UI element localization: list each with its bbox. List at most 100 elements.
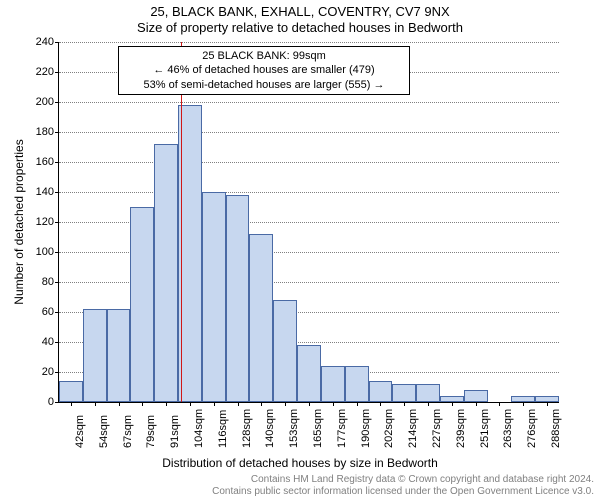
- x-tick-label: 239sqm: [455, 409, 467, 448]
- y-tick-label: 0: [14, 396, 54, 408]
- x-tick-mark: [499, 402, 500, 406]
- x-tick-mark: [404, 402, 405, 406]
- x-tick-mark: [380, 402, 381, 406]
- annotation-line2: ← 46% of detached houses are smaller (47…: [125, 63, 403, 77]
- y-tick-mark: [55, 72, 59, 73]
- chart-title: 25, BLACK BANK, EXHALL, COVENTRY, CV7 9N…: [0, 4, 600, 20]
- x-tick-label: 104sqm: [193, 409, 205, 448]
- x-tick-label: 42sqm: [74, 415, 86, 448]
- x-tick-mark: [95, 402, 96, 406]
- y-tick-label: 120: [14, 216, 54, 228]
- annotation-box: 25 BLACK BANK: 99sqm ← 46% of detached h…: [118, 46, 410, 95]
- x-axis-label: Distribution of detached houses by size …: [0, 456, 600, 470]
- x-tick-label: 263sqm: [502, 409, 514, 448]
- marker-line: [181, 42, 182, 402]
- x-tick-label: 116sqm: [217, 410, 229, 448]
- x-tick-label: 276sqm: [526, 409, 538, 448]
- y-tick-mark: [55, 162, 59, 163]
- x-tick-label: 140sqm: [264, 409, 276, 448]
- x-tick-mark: [523, 402, 524, 406]
- y-tick-mark: [55, 222, 59, 223]
- x-tick-mark: [261, 402, 262, 406]
- histogram-bar: [83, 309, 107, 402]
- gridline: [59, 102, 559, 103]
- annotation-line3: 53% of semi-detached houses are larger (…: [125, 78, 403, 92]
- x-tick-mark: [285, 402, 286, 406]
- x-tick-mark: [428, 402, 429, 406]
- y-tick-label: 220: [14, 66, 54, 78]
- y-tick-mark: [55, 132, 59, 133]
- x-tick-mark: [357, 402, 358, 406]
- histogram-bar: [297, 345, 321, 402]
- y-tick-label: 100: [14, 246, 54, 258]
- license-line1: Contains HM Land Registry data © Crown c…: [4, 474, 594, 486]
- histogram-bar: [345, 366, 369, 402]
- x-tick-mark: [214, 402, 215, 406]
- x-tick-label: 128sqm: [241, 409, 253, 448]
- x-tick-mark: [71, 402, 72, 406]
- y-tick-label: 60: [14, 306, 54, 318]
- chart-container: 25, BLACK BANK, EXHALL, COVENTRY, CV7 9N…: [0, 0, 600, 500]
- x-tick-label: 67sqm: [122, 415, 134, 448]
- x-tick-mark: [309, 402, 310, 406]
- histogram-bar: [273, 300, 297, 402]
- x-tick-label: 79sqm: [145, 415, 157, 448]
- x-tick-mark: [142, 402, 143, 406]
- y-tick-label: 20: [14, 366, 54, 378]
- y-tick-label: 180: [14, 126, 54, 138]
- x-tick-label: 165sqm: [312, 409, 324, 448]
- y-tick-label: 160: [14, 156, 54, 168]
- license-text: Contains HM Land Registry data © Crown c…: [4, 474, 594, 498]
- histogram-bar: [464, 390, 488, 402]
- y-tick-label: 140: [14, 186, 54, 198]
- x-tick-mark: [119, 402, 120, 406]
- histogram-bar: [154, 144, 178, 402]
- x-tick-label: 202sqm: [383, 409, 395, 448]
- y-tick-mark: [55, 252, 59, 253]
- y-tick-label: 200: [14, 96, 54, 108]
- x-tick-mark: [476, 402, 477, 406]
- license-line2: Contains public sector information licen…: [4, 486, 594, 498]
- x-tick-label: 227sqm: [431, 409, 443, 448]
- histogram-bar: [249, 234, 273, 402]
- x-tick-label: 54sqm: [98, 415, 110, 448]
- plot-area: [58, 42, 559, 403]
- histogram-bar: [392, 384, 416, 402]
- y-tick-label: 40: [14, 336, 54, 348]
- gridline: [59, 42, 559, 43]
- x-tick-mark: [238, 402, 239, 406]
- x-tick-label: 190sqm: [360, 409, 372, 448]
- annotation-line1: 25 BLACK BANK: 99sqm: [125, 49, 403, 63]
- y-tick-mark: [55, 102, 59, 103]
- y-tick-mark: [55, 342, 59, 343]
- x-tick-label: 91sqm: [169, 415, 181, 448]
- x-tick-mark: [166, 402, 167, 406]
- y-tick-mark: [55, 372, 59, 373]
- x-tick-mark: [190, 402, 191, 406]
- x-tick-label: 177sqm: [336, 409, 348, 448]
- y-tick-mark: [55, 42, 59, 43]
- histogram-bar: [130, 207, 154, 402]
- x-tick-mark: [452, 402, 453, 406]
- histogram-bar: [416, 384, 440, 402]
- x-tick-label: 153sqm: [288, 409, 300, 448]
- histogram-bar: [226, 195, 250, 402]
- y-tick-mark: [55, 192, 59, 193]
- x-tick-label: 288sqm: [550, 409, 562, 448]
- histogram-bar: [369, 381, 393, 402]
- x-tick-mark: [547, 402, 548, 406]
- y-tick-label: 80: [14, 276, 54, 288]
- histogram-bar: [321, 366, 345, 402]
- histogram-bar: [107, 309, 131, 402]
- y-tick-mark: [55, 402, 59, 403]
- y-tick-label: 240: [14, 36, 54, 48]
- gridline: [59, 132, 559, 133]
- y-tick-mark: [55, 282, 59, 283]
- x-tick-label: 214sqm: [407, 409, 419, 448]
- gridline: [59, 192, 559, 193]
- x-tick-mark: [333, 402, 334, 406]
- histogram-bar: [202, 192, 226, 402]
- x-tick-label: 251sqm: [479, 409, 491, 448]
- y-tick-mark: [55, 312, 59, 313]
- gridline: [59, 162, 559, 163]
